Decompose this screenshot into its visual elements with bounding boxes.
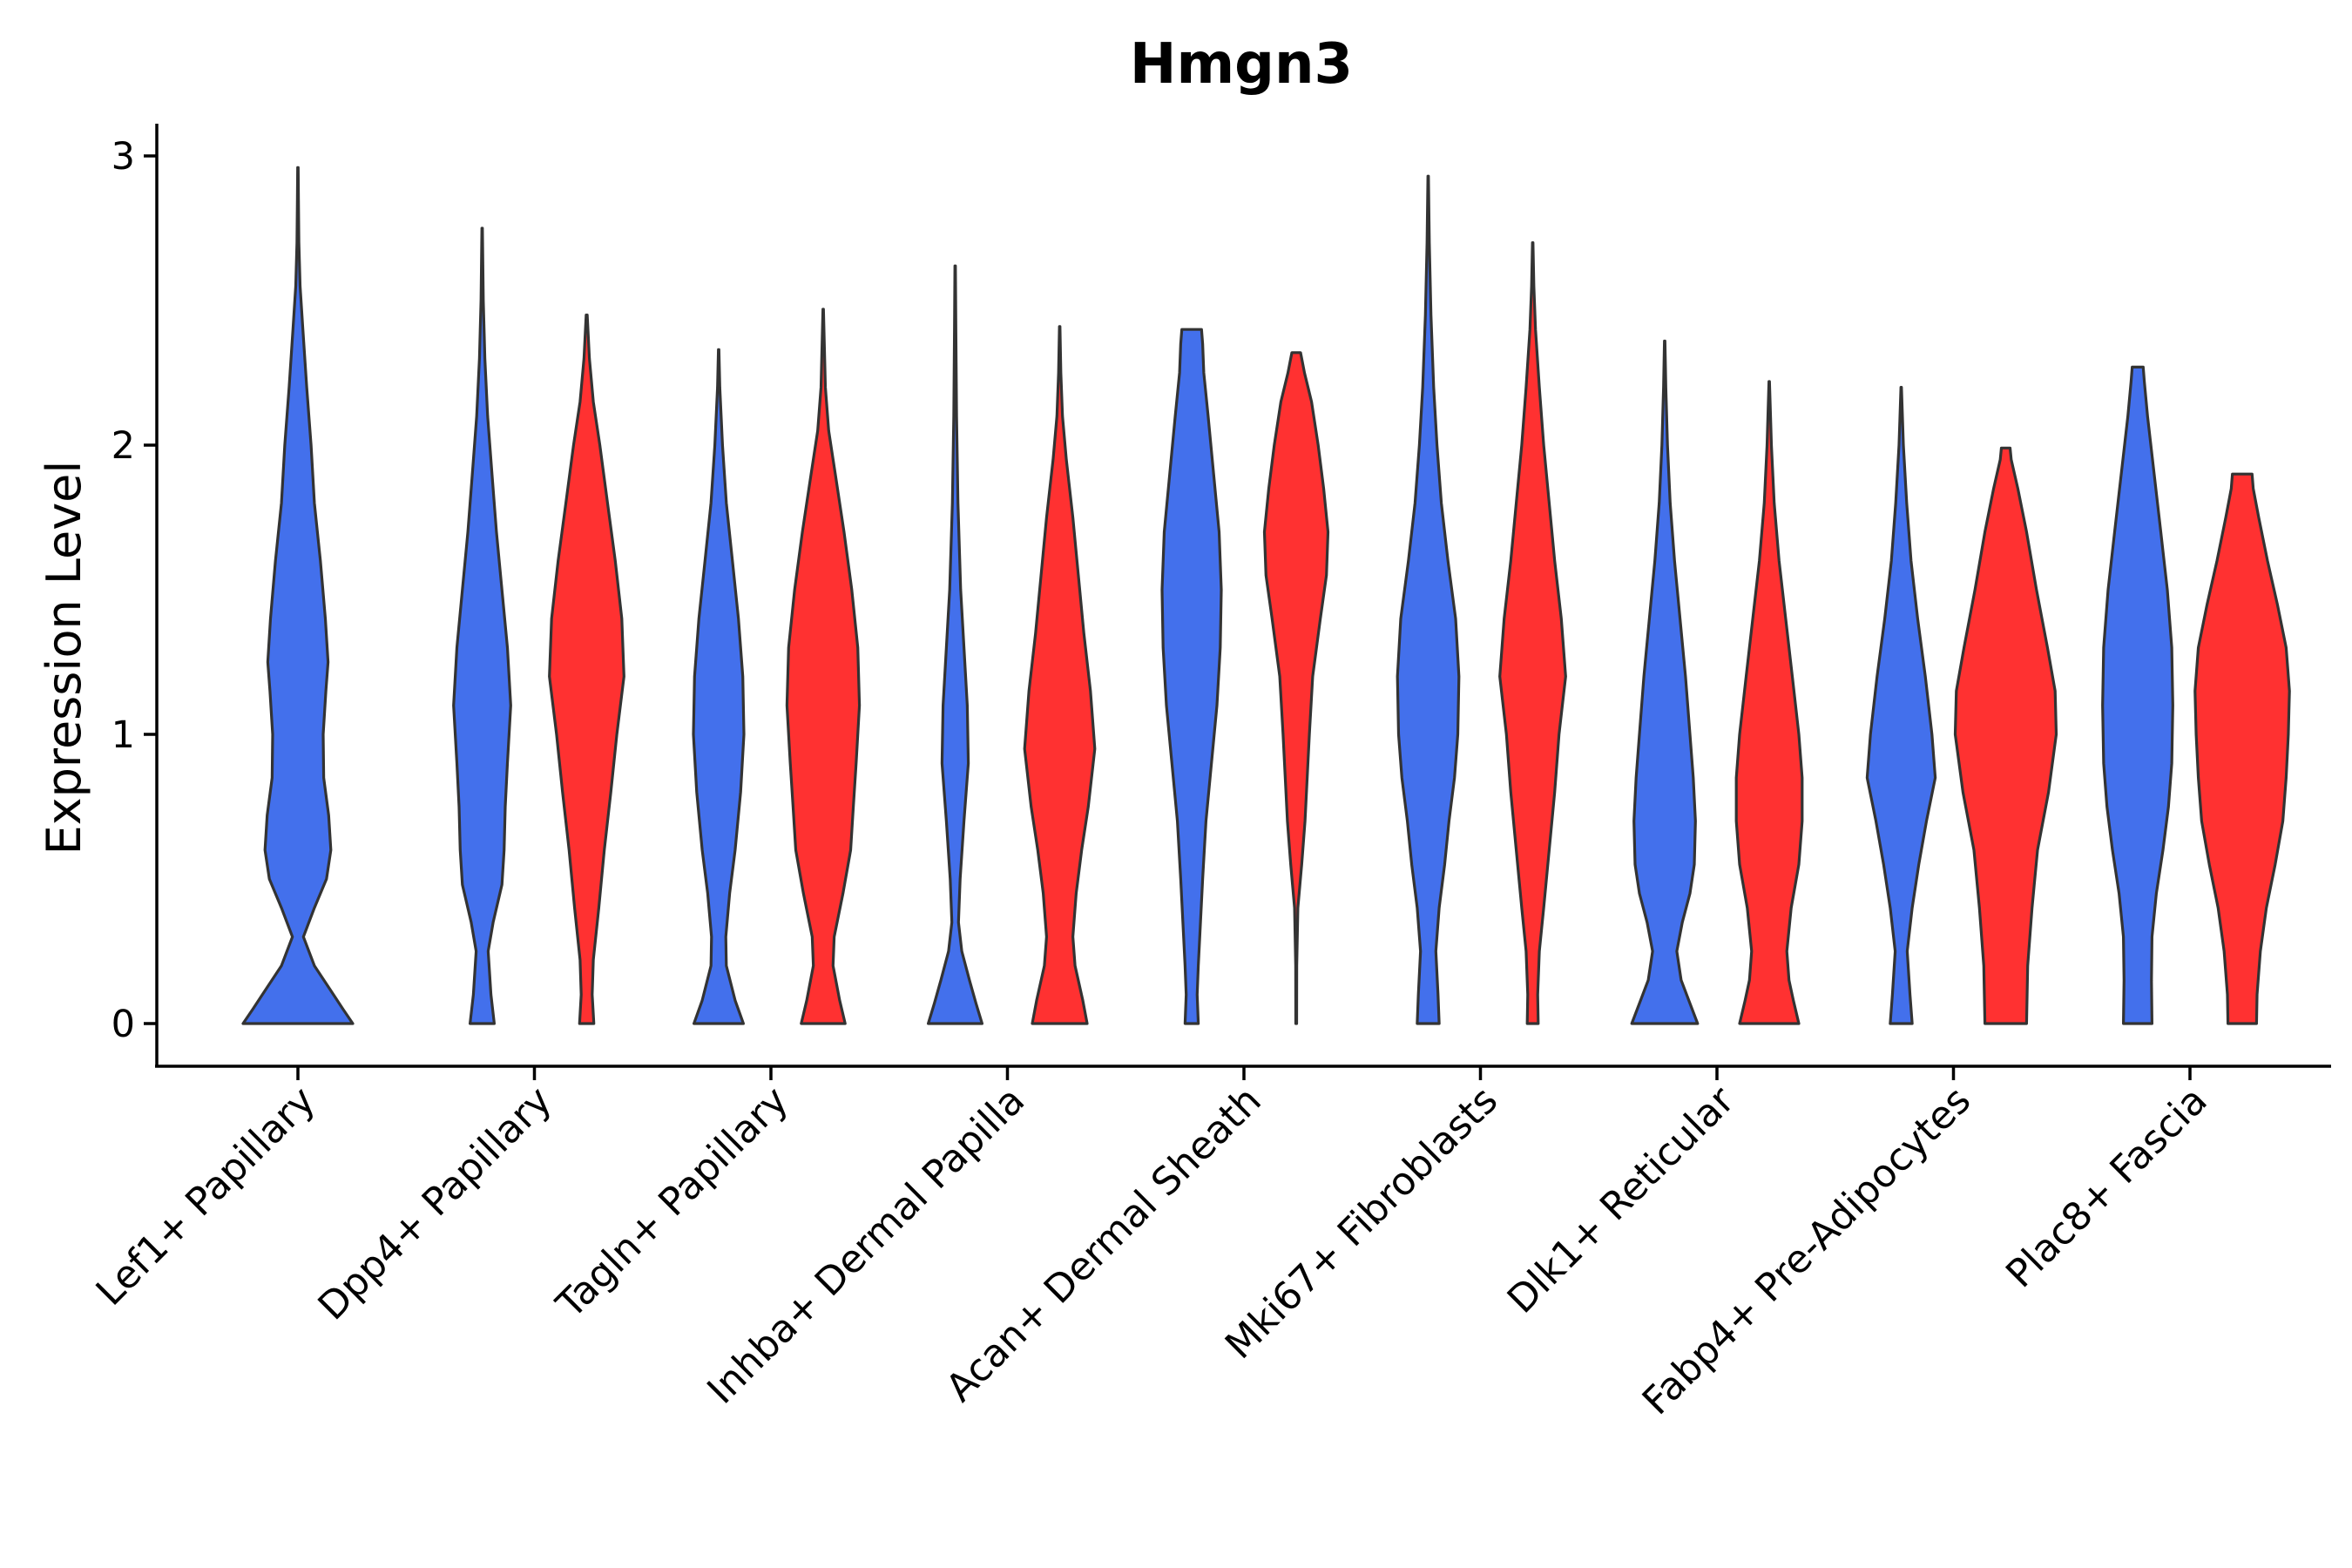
violin-3-group2 [785, 308, 862, 1025]
violin-8-group2 [1953, 446, 2058, 1025]
x-tick-label: Lef1+ Papillary [88, 1078, 324, 1315]
violin-7-group1 [1630, 339, 1700, 1025]
violin-5-group1 [1160, 328, 1223, 1025]
violin-9-group2 [2193, 472, 2291, 1025]
violins-group [241, 166, 2291, 1025]
x-tick-label: Mki67+ Fibroblasts [1217, 1078, 1506, 1368]
violin-4-group2 [1023, 325, 1097, 1025]
x-tick-label: Plac8+ Fascia [1997, 1078, 2216, 1297]
violin-1-group1 [241, 166, 355, 1025]
violin-9-group1 [2101, 365, 2174, 1025]
violin-7-group2 [1734, 380, 1804, 1025]
y-tick-label: 2 [112, 424, 135, 468]
x-tick-label: Dpp4+ Papillary [310, 1078, 561, 1329]
x-tick-label: Tagln+ Papillary [548, 1078, 797, 1328]
x-tick-label: Dlk1+ Reticular [1499, 1078, 1744, 1322]
y-tick-label: 0 [112, 1003, 135, 1046]
violin-6-group2 [1498, 241, 1567, 1025]
y-axis-label: Expression Level [37, 461, 91, 855]
violin-4-group1 [927, 264, 983, 1025]
violin-2-group1 [452, 226, 512, 1025]
y-tick-label: 1 [112, 713, 135, 757]
violin-2-group2 [548, 314, 625, 1025]
y-tick-label: 3 [112, 135, 135, 179]
chart-title: Hmgn3 [1130, 32, 1353, 97]
y-ticks-group: 0 1 2 3 [112, 135, 157, 1046]
violin-8-group1 [1865, 386, 1937, 1025]
violin-6-group1 [1396, 174, 1461, 1025]
violin-5-group2 [1262, 351, 1330, 1025]
violin-3-group1 [692, 348, 746, 1025]
